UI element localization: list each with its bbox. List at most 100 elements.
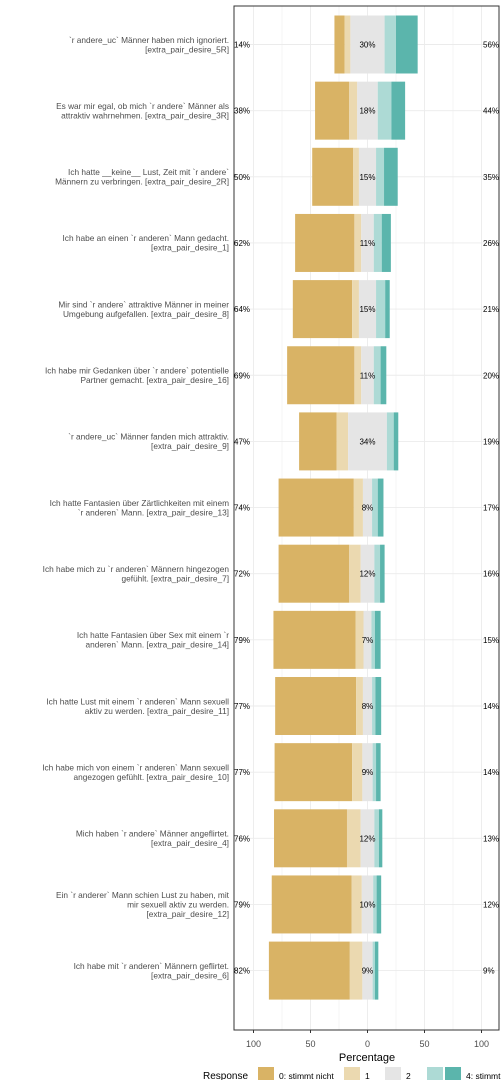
- legend-label: 1: [365, 1071, 370, 1080]
- bar-segment: [373, 875, 377, 934]
- category-label: angezogen gefühlt. [extra_pair_desire_10…: [74, 772, 229, 782]
- percent-left-label: 14%: [234, 41, 250, 50]
- percent-right-label: 12%: [483, 900, 499, 909]
- category-label: Ich habe an einen `r anderen` Mann gedac…: [62, 233, 229, 243]
- category-label: Partner gemacht. [extra_pair_desire_16]: [80, 375, 229, 385]
- percent-right-label: 13%: [483, 834, 499, 843]
- bar-segment: [360, 544, 375, 603]
- percent-left-label: 79%: [234, 900, 250, 909]
- bar-segment: [360, 809, 375, 868]
- legend-key: [427, 1067, 443, 1080]
- category-label: anderen` Mann. [extra_pair_desire_14]: [86, 640, 229, 650]
- bar-segment: [353, 478, 363, 537]
- bar-layer: [268, 15, 418, 1000]
- x-axis-title: Percentage: [339, 1052, 395, 1064]
- percent-center-label: 9%: [362, 967, 374, 976]
- percent-center-label: 34%: [359, 437, 375, 446]
- percent-center-label: 7%: [362, 636, 374, 645]
- percent-left-label: 82%: [234, 967, 250, 976]
- bar-segment: [374, 809, 379, 868]
- percent-left-label: 74%: [234, 504, 250, 513]
- bar-segment: [374, 610, 381, 669]
- bar-segment: [274, 809, 347, 868]
- percent-left-label: 62%: [234, 239, 250, 248]
- bar-segment: [336, 412, 349, 471]
- bar-segment: [386, 412, 394, 471]
- bar-segment: [363, 610, 372, 669]
- bar-segment: [355, 610, 364, 669]
- bar-segment: [374, 941, 379, 1000]
- bar-segment: [361, 213, 374, 272]
- bar-segment: [378, 809, 383, 868]
- bar-segment: [351, 875, 362, 934]
- percent-left-label: 79%: [234, 636, 250, 645]
- bar-segment: [353, 147, 359, 206]
- category-label: Ein `r anderer` Mann schien Lust zu habe…: [56, 890, 230, 900]
- x-tick-label: 100: [246, 1039, 261, 1049]
- percent-right-label: 15%: [483, 636, 499, 645]
- percent-right-label: 16%: [483, 570, 499, 579]
- bar-segment: [346, 809, 361, 868]
- bar-segment: [274, 743, 353, 802]
- bar-segment: [372, 677, 376, 735]
- bar-segment: [349, 544, 361, 603]
- category-label: [extra_pair_desire_1]: [151, 243, 229, 253]
- percent-left-label: 77%: [234, 768, 250, 777]
- percent-left-label: 77%: [234, 702, 250, 711]
- bar-segment: [271, 875, 352, 934]
- bar-segment: [362, 478, 373, 537]
- bar-segment: [373, 213, 382, 272]
- bar-segment: [295, 213, 355, 272]
- bar-segment: [377, 81, 392, 140]
- category-label: Es war mir egal, ob mich `r andere` Männ…: [56, 101, 229, 111]
- percent-left-label: 38%: [234, 107, 250, 116]
- x-tick-label: 0: [365, 1039, 370, 1049]
- legend-key: [258, 1067, 274, 1080]
- bar-segment: [315, 81, 350, 140]
- category-label: attraktiv wahrnehmen. [extra_pair_desire…: [61, 110, 229, 120]
- bar-segment: [362, 941, 373, 1000]
- percent-center-label: 11%: [360, 371, 375, 380]
- percent-right-label: 19%: [483, 437, 499, 446]
- legend-key: [445, 1067, 461, 1080]
- bar-segment: [362, 677, 373, 735]
- panel-border: [233, 5, 500, 1031]
- bar-segment: [381, 213, 391, 272]
- bar-segment: [268, 941, 350, 1000]
- percent-right-label: 14%: [483, 702, 499, 711]
- category-label: Ich hatte Lust mit einem `r anderen` Man…: [46, 696, 229, 706]
- bar-segment: [376, 743, 381, 802]
- bar-segment: [354, 346, 362, 405]
- bar-segment: [396, 15, 418, 74]
- percent-center-label: 12%: [359, 834, 375, 843]
- category-label: [extra_pair_desire_12]: [146, 909, 229, 919]
- bar-segment: [373, 346, 381, 405]
- percent-right-label: 9%: [483, 967, 495, 976]
- category-label: Ich hatte Fantasien über Zärtlichkeiten …: [50, 498, 229, 508]
- bar-segment: [354, 213, 362, 272]
- legend-label: 4: stimmt: [466, 1071, 501, 1080]
- percent-center-label: 8%: [362, 702, 374, 711]
- legend-key: [344, 1067, 360, 1080]
- category-label: `r andere_uc` Männer fanden mich attrakt…: [68, 432, 229, 442]
- percent-left-label: 47%: [234, 437, 250, 446]
- percent-left-label: 50%: [234, 173, 250, 182]
- percent-right-label: 44%: [483, 107, 499, 116]
- percent-center-label: 15%: [359, 173, 375, 182]
- percent-right-label: 21%: [483, 305, 499, 314]
- category-label: Umgebung aufgefallen. [extra_pair_desire…: [63, 309, 229, 319]
- bar-segment: [372, 941, 375, 1000]
- percent-center-label: 12%: [359, 570, 375, 579]
- bar-segment: [380, 544, 385, 603]
- text-layer: 14% 30% 56% `r andere_uc` Männer haben mich…: [42, 35, 499, 981]
- bar-segment: [358, 147, 377, 206]
- category-label: `r anderen` Mann. [extra_pair_desire_13]: [78, 507, 229, 517]
- percent-center-label: 18%: [359, 107, 375, 116]
- percent-center-label: 8%: [362, 504, 374, 513]
- bar-segment: [352, 280, 359, 339]
- category-label: Mich haben `r andere` Männer angeflirtet…: [76, 829, 229, 839]
- percent-right-label: 26%: [483, 239, 499, 248]
- legend-label: 0: stimmt nicht: [279, 1071, 334, 1080]
- legend-key: [385, 1067, 401, 1080]
